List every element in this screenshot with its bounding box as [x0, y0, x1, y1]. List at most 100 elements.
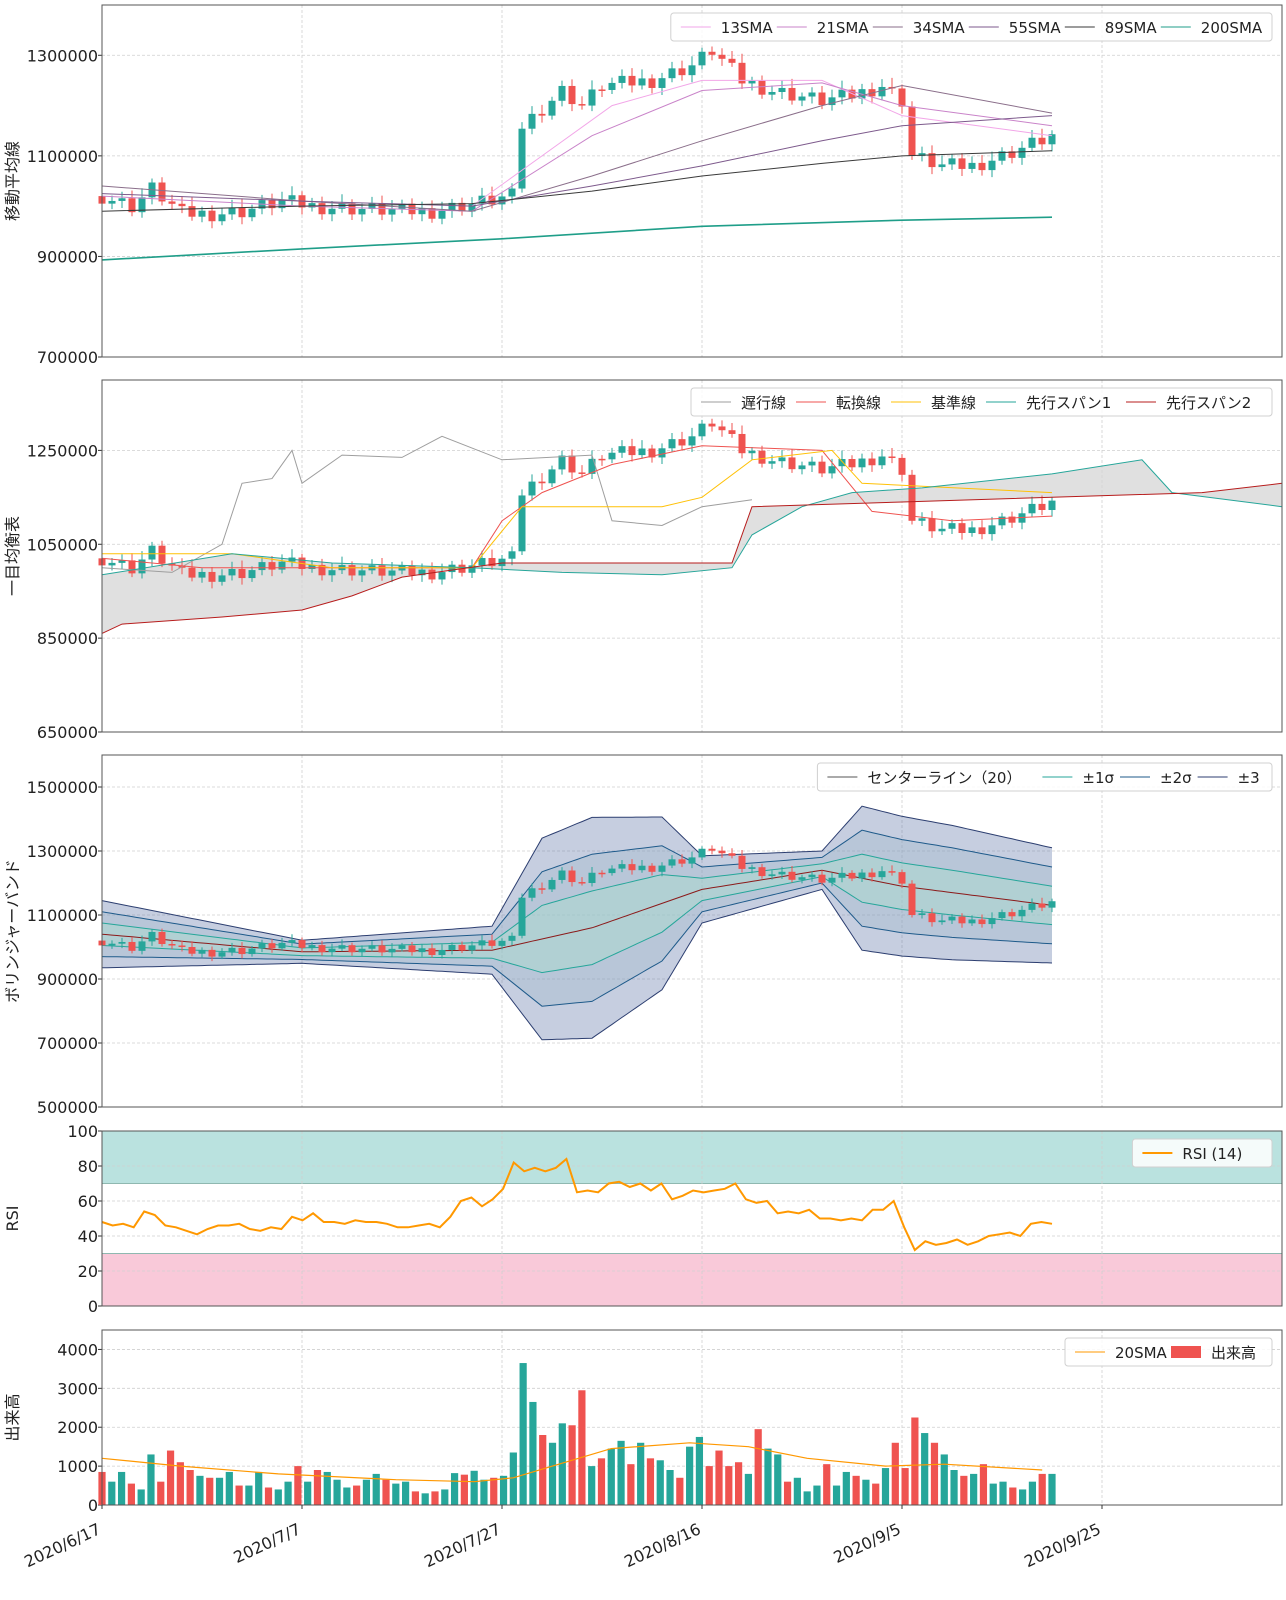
volume-bar: [558, 1423, 566, 1505]
volume-bar: [441, 1489, 449, 1505]
volume-bar: [744, 1473, 752, 1505]
candle-body: [578, 472, 586, 474]
candle-body: [288, 940, 296, 943]
volume-bar: [176, 1462, 184, 1505]
volume-bar: [568, 1425, 576, 1505]
volume-bar: [402, 1481, 410, 1505]
candle-body: [498, 940, 506, 946]
candle-body: [538, 481, 546, 484]
candle-body: [858, 458, 866, 468]
x-tick-label: 2020/9/5: [831, 1519, 904, 1567]
candle-body: [948, 916, 956, 921]
x-tick-label: 2020/9/25: [1021, 1519, 1103, 1571]
candle-body: [388, 948, 396, 953]
candle-body: [818, 461, 826, 474]
candle-body: [768, 461, 776, 464]
candle-body: [668, 68, 676, 79]
candle-body: [1018, 909, 1026, 917]
volume-bar: [686, 1446, 694, 1505]
candle-body: [898, 872, 906, 884]
legend-label: 先行スパン2: [1166, 394, 1251, 412]
candle-body: [138, 197, 146, 213]
candle-body: [788, 457, 796, 470]
candle-body: [468, 565, 476, 573]
candle-body: [908, 474, 916, 521]
legend-label: 13SMA: [721, 19, 774, 37]
candle-body: [818, 92, 826, 106]
x-tick-label: 2020/7/27: [421, 1519, 503, 1571]
candle-body: [1038, 903, 1046, 908]
candle-body: [1048, 134, 1056, 145]
bb-upper-3sigma: [101, 805, 1053, 941]
candle-body: [228, 947, 236, 953]
candle-body: [168, 944, 176, 946]
candle-body: [1008, 516, 1016, 523]
candle-body: [988, 918, 996, 925]
volume-bar: [793, 1477, 801, 1505]
volume-bar: [411, 1491, 420, 1505]
volume-bar: [313, 1470, 322, 1505]
volume-bar: [783, 1481, 792, 1505]
legend-label: RSI (14): [1182, 1145, 1242, 1163]
volume-bar: [255, 1471, 263, 1505]
candle-body: [228, 568, 236, 576]
sma-line-13SMA: [471, 79, 1053, 207]
candle-body: [538, 113, 546, 116]
volume-bar: [382, 1479, 390, 1505]
candle-body: [848, 459, 856, 468]
volume-bar: [813, 1485, 821, 1505]
candle-body: [528, 113, 536, 129]
candle-body: [778, 871, 786, 875]
volume-bar: [264, 1487, 273, 1505]
candle-body: [508, 188, 516, 197]
candle-body: [368, 945, 376, 949]
candle-body: [668, 439, 676, 449]
candle-body: [418, 948, 426, 953]
candle-body: [968, 162, 976, 169]
candle-body: [848, 872, 856, 879]
candle-body: [318, 945, 326, 953]
volume-bar: [196, 1475, 204, 1505]
y-tick-label: 1250000: [27, 441, 98, 460]
volume-bar: [979, 1464, 988, 1505]
candle-body: [988, 160, 996, 171]
y-tick-label: 4000: [57, 1340, 98, 1359]
candle-body: [808, 461, 816, 466]
plot-frame: [101, 1130, 1283, 1307]
candle-body: [598, 458, 606, 461]
legend-box: [690, 387, 1273, 417]
y-tick-label: 1300000: [27, 46, 98, 65]
volume-bar: [646, 1458, 655, 1505]
sma-line-89SMA: [101, 150, 1053, 212]
candle-body: [158, 545, 166, 564]
oversold-zone: [102, 1253, 1282, 1306]
volume-bar: [656, 1460, 664, 1505]
legend-label: 200SMA: [1201, 19, 1263, 37]
volume-sma-line: [101, 1442, 1043, 1483]
legend-label: 89SMA: [1105, 19, 1158, 37]
candle-body: [328, 208, 336, 215]
candle-body: [838, 89, 846, 98]
candle-body: [188, 947, 196, 954]
candle-body: [878, 871, 886, 878]
candle-body: [368, 203, 376, 209]
volume-bar: [862, 1479, 870, 1505]
candle-body: [328, 570, 336, 576]
candle-body: [358, 208, 366, 215]
candle-body: [718, 850, 726, 854]
candle-body: [648, 865, 656, 872]
candle-body: [168, 201, 176, 204]
volume-bar: [676, 1477, 684, 1505]
candle-body: [208, 571, 216, 582]
candle-body: [338, 945, 346, 949]
y-tick-label: 0: [88, 1496, 98, 1515]
candle-body: [528, 888, 536, 898]
candle-body: [478, 557, 486, 566]
candle-body: [958, 158, 966, 169]
candle-body: [558, 870, 566, 880]
legend-label: ±3: [1238, 769, 1260, 787]
volume-bar: [891, 1442, 899, 1505]
candle-body: [308, 945, 316, 948]
volume-bar: [872, 1483, 880, 1505]
candle-body: [738, 62, 746, 84]
